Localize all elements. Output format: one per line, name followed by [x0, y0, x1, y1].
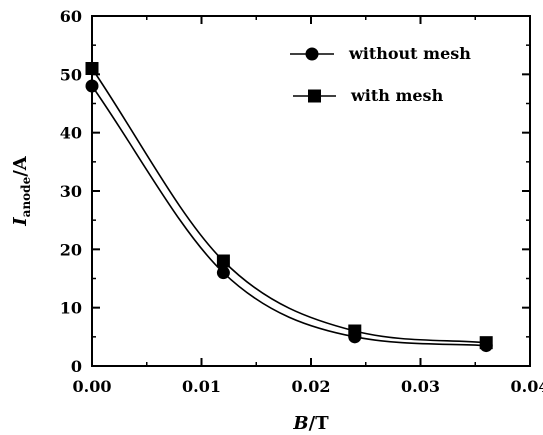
- series-line-with-mesh: [91, 68, 487, 344]
- series-line-without-mesh: [91, 85, 487, 347]
- y-tick-label: 40: [60, 124, 82, 143]
- plot-frame: [91, 15, 531, 367]
- tick-labels: 0.00 0.01 0.02 0.03 0.04 0 10 20 30 40 50 60: [60, 7, 543, 396]
- data-point-square: [216, 254, 230, 268]
- axis-ticks: [91, 15, 531, 367]
- y-tick-label: 60: [60, 7, 82, 26]
- y-tick-label: 30: [60, 182, 82, 201]
- legend-marker-circle: [305, 47, 319, 61]
- data-point-square: [348, 324, 362, 338]
- series-curves: [91, 68, 487, 347]
- x-axis-label: B/T: [292, 413, 329, 434]
- y-tick-label: 20: [60, 240, 82, 259]
- data-point-circle: [216, 266, 230, 280]
- y-axis-label-unit: /A: [10, 155, 31, 177]
- legend-label: with mesh: [350, 86, 444, 105]
- x-tick-label: 0.04: [511, 377, 543, 396]
- y-axis-label-main: I: [10, 217, 31, 227]
- x-axis-label-var: B: [292, 413, 308, 434]
- legend: without mesh with mesh: [290, 44, 471, 105]
- y-tick-label: 0: [71, 357, 82, 376]
- y-axis-label: Ianode/A: [10, 155, 33, 227]
- data-point-square: [479, 336, 493, 350]
- series-markers: [85, 62, 493, 353]
- x-tick-label: 0.02: [292, 377, 331, 396]
- x-tick-label: 0.03: [401, 377, 440, 396]
- x-tick-label: 0.01: [182, 377, 221, 396]
- x-tick-label: 0.00: [73, 377, 112, 396]
- y-tick-label: 10: [60, 299, 82, 318]
- y-tick-label: 50: [60, 65, 82, 84]
- legend-marker-square: [308, 89, 321, 103]
- y-axis-label-subscript: anode: [19, 176, 33, 217]
- legend-label: without mesh: [348, 44, 471, 63]
- x-axis-label-unit: /T: [309, 413, 330, 434]
